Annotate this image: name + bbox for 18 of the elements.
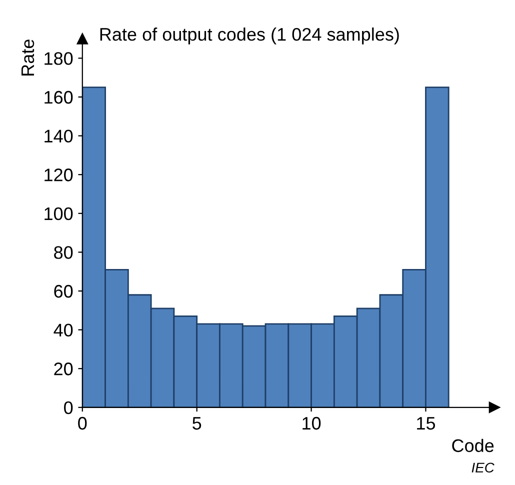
- y-tick-label: 100: [44, 207, 73, 220]
- y-tick-label: 80: [54, 246, 73, 259]
- y-axis-title: Rate: [22, 40, 34, 76]
- y-tick-label: 20: [54, 362, 73, 376]
- y-tick-label: 140: [44, 130, 73, 143]
- y-tick-label: 180: [44, 52, 73, 65]
- y-tick-label: 40: [54, 324, 73, 337]
- x-axis-title: Code: [452, 438, 494, 452]
- y-tick-label: 120: [44, 168, 73, 182]
- y-tick-label: 0: [64, 401, 73, 414]
- text: IEC: [472, 462, 494, 473]
- x-tick-label: 15: [417, 417, 436, 430]
- y-tick-label: 60: [54, 284, 73, 298]
- x-tick-label: 0: [78, 416, 87, 430]
- x-tick-label: 5: [192, 417, 202, 430]
- x-tick-label: 10: [302, 416, 321, 430]
- chart-title: Rate of output codes (1 024 samples): [100, 28, 399, 44]
- y-tick-label: 160: [44, 90, 73, 104]
